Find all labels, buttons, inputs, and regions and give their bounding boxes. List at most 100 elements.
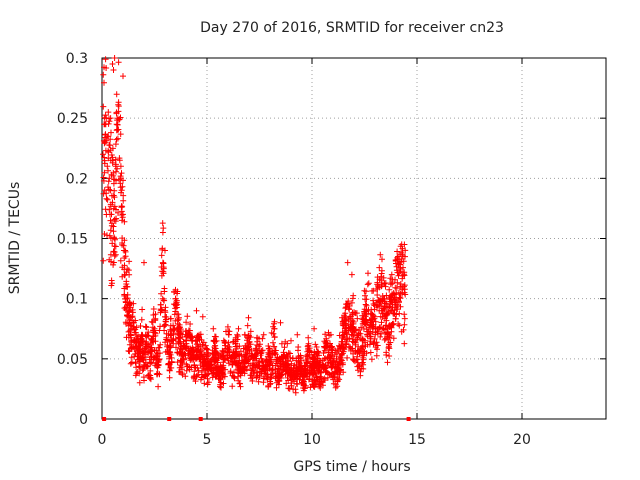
data-point — [309, 376, 316, 383]
data-point — [183, 319, 190, 326]
data-point — [125, 313, 132, 320]
zero-marker — [167, 417, 172, 421]
data-point — [110, 248, 117, 255]
data-point — [250, 361, 257, 368]
data-point — [397, 281, 404, 287]
data-point — [253, 369, 260, 376]
data-point — [282, 338, 289, 345]
data-point — [248, 375, 254, 382]
data-point — [288, 337, 294, 344]
data-point — [131, 329, 138, 336]
data-point — [395, 289, 402, 296]
data-point — [148, 318, 155, 325]
data-point — [106, 256, 113, 263]
data-point — [118, 189, 124, 196]
data-point — [401, 272, 408, 279]
data-point — [270, 339, 276, 346]
data-point — [288, 367, 294, 374]
data-point — [176, 334, 182, 341]
data-point — [355, 330, 362, 337]
data-point — [241, 355, 248, 362]
data-point — [337, 356, 344, 363]
data-point — [338, 343, 345, 350]
data-point — [184, 313, 191, 320]
data-point — [177, 328, 184, 334]
data-point — [104, 196, 111, 203]
data-point — [320, 376, 327, 383]
data-point — [396, 269, 403, 276]
data-point — [208, 367, 215, 374]
data-point — [350, 350, 357, 357]
data-point — [300, 379, 307, 386]
data-point — [277, 319, 284, 326]
data-point — [127, 332, 134, 339]
data-point — [101, 79, 107, 86]
data-point — [397, 295, 404, 302]
data-point — [317, 373, 324, 380]
data-point — [107, 227, 114, 234]
data-point — [164, 348, 171, 355]
data-point — [202, 342, 209, 349]
data-point — [386, 303, 393, 310]
data-point — [294, 381, 301, 388]
data-point — [269, 366, 276, 373]
data-point — [245, 314, 252, 321]
data-point — [212, 349, 219, 356]
data-point — [135, 339, 142, 345]
data-point — [401, 311, 408, 318]
data-point — [163, 334, 170, 341]
data-point — [170, 331, 177, 338]
data-point — [295, 358, 302, 365]
data-point — [358, 365, 365, 372]
data-point — [126, 301, 133, 308]
data-point — [348, 271, 355, 278]
data-point — [318, 369, 325, 376]
zero-markers — [102, 417, 411, 421]
data-point — [158, 290, 165, 297]
data-point — [113, 127, 120, 134]
zero-marker — [102, 417, 107, 421]
data-point — [187, 321, 194, 327]
data-point — [108, 171, 115, 178]
data-point — [195, 371, 202, 378]
data-point — [310, 355, 316, 361]
data-point — [139, 350, 146, 357]
x-tick-label: 0 — [98, 432, 107, 448]
data-point — [299, 366, 306, 373]
data-point — [247, 328, 254, 335]
data-point — [313, 344, 320, 350]
data-point — [369, 288, 375, 294]
data-point — [118, 170, 125, 177]
data-point — [155, 361, 162, 368]
data-point — [374, 346, 380, 353]
data-point — [178, 343, 185, 350]
data-point — [294, 331, 301, 338]
data-point — [173, 304, 180, 311]
data-point — [128, 354, 135, 361]
data-point — [145, 329, 152, 336]
data-point — [113, 110, 120, 117]
data-point — [111, 216, 118, 223]
data-point — [177, 368, 184, 375]
y-tick-label: 0.15 — [57, 232, 88, 248]
data-points — [100, 55, 409, 396]
data-point — [108, 152, 115, 158]
data-point — [215, 354, 222, 361]
data-point — [256, 372, 263, 379]
x-tick-label: 10 — [303, 432, 321, 448]
data-point — [378, 267, 385, 274]
data-point — [290, 386, 297, 393]
data-point — [114, 115, 121, 122]
data-point — [157, 301, 164, 308]
data-point — [371, 335, 378, 342]
data-point — [159, 246, 166, 253]
data-point — [322, 331, 329, 338]
data-point — [175, 311, 182, 318]
data-point — [265, 351, 272, 358]
data-point — [158, 272, 165, 279]
data-point — [203, 372, 209, 379]
data-point — [395, 253, 402, 260]
data-point — [139, 306, 146, 313]
data-point — [143, 324, 150, 331]
data-point — [339, 329, 346, 336]
